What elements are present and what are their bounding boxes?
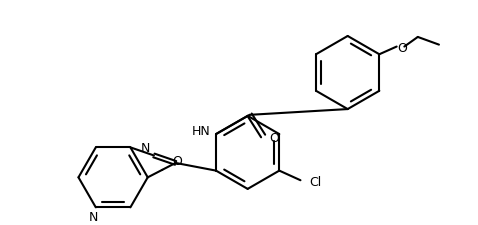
Text: Cl: Cl: [309, 175, 321, 188]
Text: O: O: [398, 42, 407, 55]
Text: O: O: [172, 154, 182, 167]
Text: N: N: [89, 211, 98, 223]
Text: O: O: [269, 132, 279, 145]
Text: HN: HN: [192, 124, 210, 137]
Text: N: N: [141, 142, 150, 155]
